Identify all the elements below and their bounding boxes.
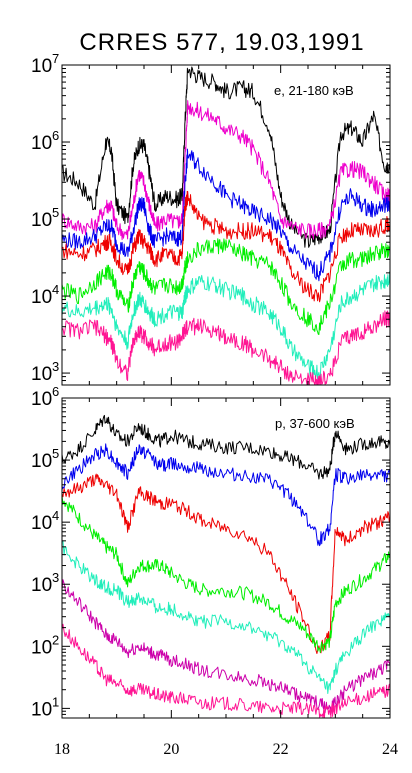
top-plot-frame <box>61 64 391 386</box>
top-series-black <box>61 66 391 248</box>
top-series-blue <box>61 148 391 282</box>
bottom-series-purple <box>61 579 391 715</box>
bottom-series-green <box>61 495 391 653</box>
xtick-label: 20 <box>163 741 179 758</box>
bottom-ytick-exponent: 3 <box>52 570 59 585</box>
bottom-ytick-label: 10 <box>31 699 52 720</box>
bottom-ytick-label: 10 <box>31 451 52 472</box>
bottom-series-blue <box>61 443 391 547</box>
xtick-label: 18 <box>54 741 70 758</box>
bottom-ytick-exponent: 6 <box>52 384 59 399</box>
bottom-ytick-exponent: 5 <box>52 446 59 461</box>
xtick-label: 24 <box>382 741 398 758</box>
top-ytick-label: 10 <box>31 364 52 385</box>
top-ytick-exponent: 3 <box>52 359 59 374</box>
top-ytick-label: 10 <box>31 210 52 231</box>
top-ytick-exponent: 6 <box>52 128 59 143</box>
top-ytick-label: 10 <box>31 287 52 308</box>
top-ytick-exponent: 4 <box>52 282 59 297</box>
top-series-magenta <box>61 100 391 241</box>
chart-title: CRRES 577, 19.03,1991 <box>79 29 364 56</box>
bottom-annotation: p, 37-600 кэВ <box>275 416 355 431</box>
top-ytick-label: 10 <box>31 133 52 154</box>
top-series-green <box>61 238 391 335</box>
top-ytick-exponent: 5 <box>52 205 59 220</box>
top-series-red <box>61 190 391 303</box>
bottom-ytick-exponent: 1 <box>52 694 59 709</box>
bottom-series-cyan <box>61 540 391 694</box>
bottom-series-black <box>61 414 391 480</box>
bottom-ytick-label: 10 <box>31 389 52 410</box>
top-series-pink <box>61 310 391 386</box>
bottom-ytick-exponent: 2 <box>52 632 59 647</box>
bottom-series-red <box>61 473 391 654</box>
bottom-ytick-label: 10 <box>31 513 52 534</box>
top-series-cyan <box>61 270 391 380</box>
bottom-series-pink <box>61 623 391 719</box>
xtick-label: 22 <box>273 741 289 758</box>
top-annotation: e, 21-180 кэВ <box>274 83 354 98</box>
top-ytick-exponent: 7 <box>52 51 59 66</box>
bottom-ytick-label: 10 <box>31 637 52 658</box>
bottom-plot-frame <box>61 397 391 719</box>
bottom-ytick-label: 10 <box>31 575 52 596</box>
top-ytick-label: 10 <box>31 56 52 77</box>
bottom-ytick-exponent: 4 <box>52 508 59 523</box>
